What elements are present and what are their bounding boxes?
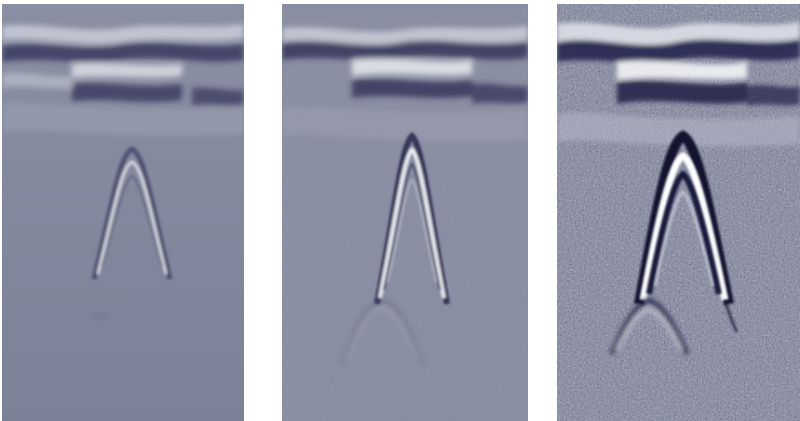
gpr-radargram-panel-high-noise: [557, 4, 800, 421]
gpr-radargram-panel-medium-noise: [282, 4, 528, 421]
gpr-radargram-panel-low-noise: [2, 4, 244, 421]
